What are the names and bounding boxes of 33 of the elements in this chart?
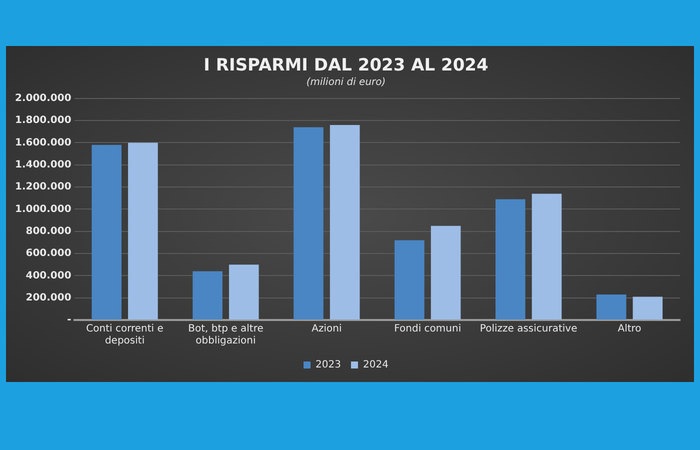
y-tick-label: - [67, 314, 72, 326]
bar [596, 294, 626, 320]
bar [294, 127, 324, 320]
y-tick-label: 1.400.000 [14, 159, 72, 170]
x-tick-label: Azioni [312, 324, 342, 335]
bar [128, 142, 158, 320]
y-tick-label: 1.800.000 [14, 115, 72, 126]
y-tick-label: 800.000 [26, 226, 72, 237]
bar [632, 296, 663, 320]
bar [430, 226, 461, 320]
y-tick-label: 1.200.000 [14, 182, 72, 193]
x-tick-label: Conti correnti e depositi [86, 324, 164, 347]
bar [330, 124, 360, 320]
bar [394, 240, 424, 320]
x-tick-label: Altro [618, 324, 642, 335]
y-tick-label: 1.000.000 [14, 204, 72, 215]
legend-label: 2024 [363, 360, 388, 371]
bar [92, 144, 122, 320]
bar [229, 264, 259, 320]
chart-subtitle: (milioni di euro) [306, 76, 386, 88]
x-tick-label: Fondi comuni [394, 324, 462, 335]
y-tick-label: 400.000 [26, 270, 72, 282]
bar [192, 271, 222, 320]
x-tick-label: Bot, btp e altre obbligazioni [188, 324, 264, 347]
legend-label: 2023 [316, 360, 342, 371]
y-tick-label: 200.000 [26, 292, 72, 304]
x-tick-label: Polizze assicurative [480, 324, 578, 335]
chart-title: I RISPARMI DAL 2023 AL 2024 [204, 56, 489, 76]
bar [532, 194, 562, 320]
y-tick-label: 600.000 [26, 248, 72, 260]
y-tick-label: 2.000.000 [14, 92, 72, 104]
bar [496, 199, 526, 320]
y-tick-label: 1.600.000 [14, 137, 72, 148]
